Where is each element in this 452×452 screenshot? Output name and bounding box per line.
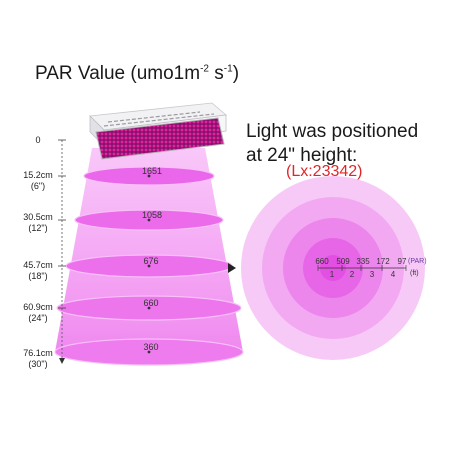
measure-point bbox=[147, 264, 151, 268]
ring-foot-label: 1 bbox=[329, 270, 335, 279]
height-label: 60.9cm (24") bbox=[23, 302, 53, 323]
lux-value: (Lx:23342) bbox=[286, 163, 363, 180]
measure-point bbox=[147, 306, 151, 310]
ring-foot-label: 3 bbox=[369, 270, 375, 279]
ring-feet-unit: (ft) bbox=[410, 270, 419, 277]
measure-point bbox=[147, 350, 151, 354]
height-label: 45.7cm (18") bbox=[23, 260, 53, 281]
headline: Light was positioned at 24" height: bbox=[246, 121, 419, 166]
par-value: 1651 bbox=[141, 166, 163, 176]
measure-point bbox=[147, 218, 151, 222]
page-title: PAR Value (umo1m-2 s-1) bbox=[35, 63, 240, 84]
par-value: 360 bbox=[143, 342, 159, 352]
ring-par-value: 335 bbox=[356, 257, 370, 266]
ring-foot-label: 2 bbox=[349, 270, 355, 279]
measure-point bbox=[147, 174, 151, 178]
height-label: 30.5cm (12") bbox=[23, 212, 53, 233]
ring-par-value: 509 bbox=[336, 257, 350, 266]
height-label: 76.1cm (30") bbox=[23, 348, 53, 369]
ring-foot-label: 4 bbox=[390, 270, 396, 279]
ring-par-value: 172 bbox=[376, 257, 390, 266]
ring-par-value: 660 bbox=[315, 257, 329, 266]
height-label: 15.2cm (6") bbox=[23, 170, 53, 191]
ring-par-unit: (PAR) bbox=[408, 258, 427, 265]
par-value: 660 bbox=[143, 298, 159, 308]
height-label: 0 bbox=[35, 135, 41, 145]
par-value: 676 bbox=[143, 256, 159, 266]
par-value: 1058 bbox=[141, 210, 163, 220]
ring-par-value: 97 bbox=[397, 257, 407, 266]
led-grow-light-panel bbox=[89, 102, 227, 160]
arrow-right-icon bbox=[228, 263, 236, 273]
